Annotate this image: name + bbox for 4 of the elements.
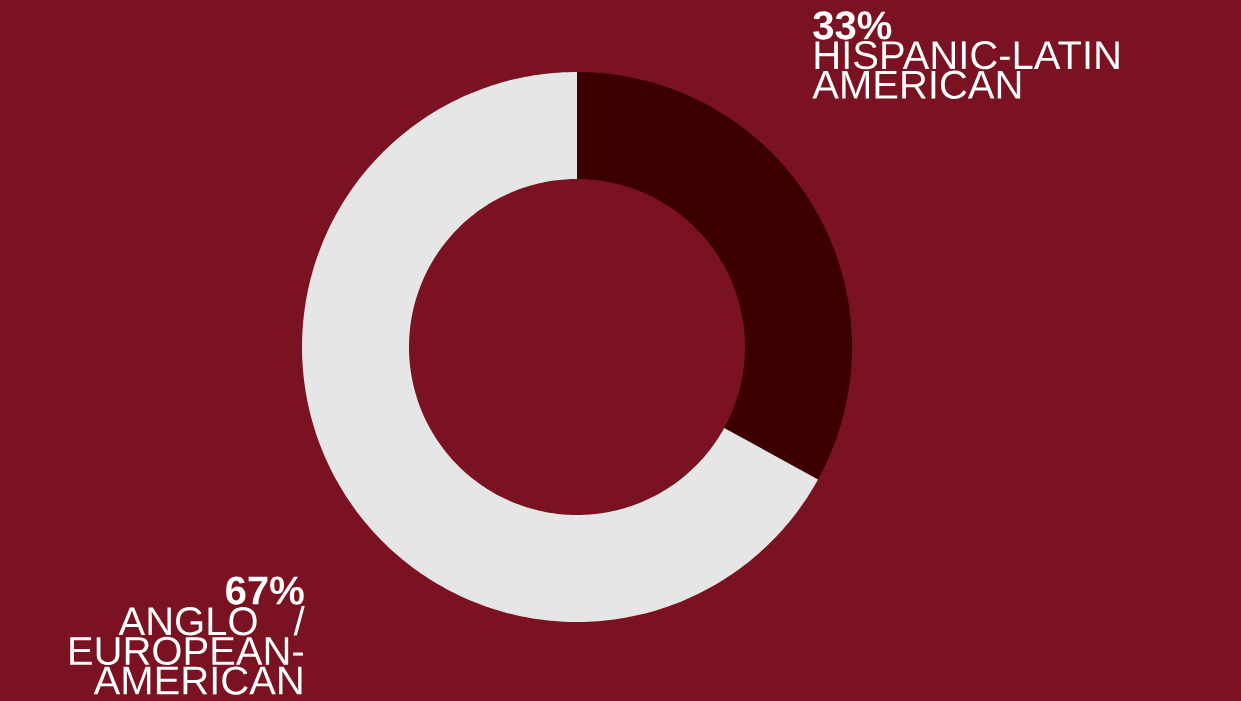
data-label: 67%: [226, 576, 304, 605]
data-label: 33%: [813, 11, 892, 40]
slice-label: ANGLO / EUROPEAN-AMERICAN: [70, 606, 305, 695]
slice-label: HISPANIC-LATIN AMERICAN: [812, 40, 1119, 99]
